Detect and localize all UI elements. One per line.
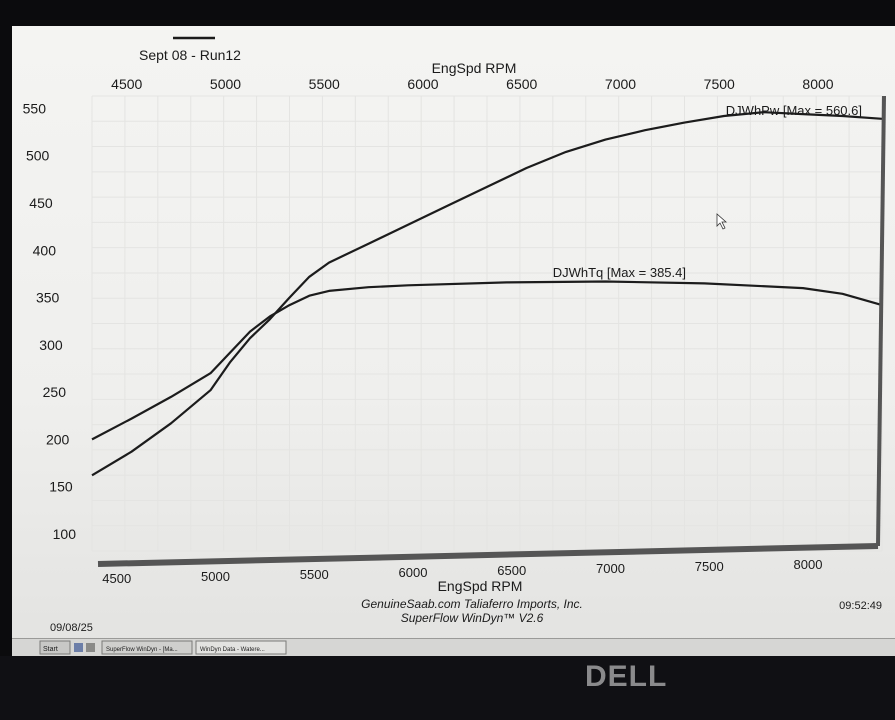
y-tick-label: 500 <box>26 148 50 164</box>
y-tick-label: 400 <box>33 242 57 258</box>
top-tick-label: 8000 <box>802 76 833 92</box>
series-label-djwhpw: DJWhPw [Max = 560.6] <box>726 103 862 118</box>
series-group: DJWhPw [Max = 560.6] DJWhTq [Max = 385.4] <box>91 103 883 477</box>
bottom-tick-label: 5500 <box>300 567 329 582</box>
credit-line-1: GenuineSaab.com Taliaferro Imports, Inc. <box>361 597 583 611</box>
taskbar-item-data[interactable] <box>195 640 287 655</box>
run-label: Sept 08 - Run12 <box>139 47 241 63</box>
start-button[interactable] <box>39 640 71 655</box>
quicklaunch-icon[interactable] <box>74 643 83 652</box>
y-tick-label: 150 <box>49 479 73 495</box>
top-axis-ticks: 4500 5000 5500 6000 6500 7000 7500 8000 <box>111 76 834 92</box>
taskbar-item-windyn[interactable] <box>101 640 193 655</box>
credit-line-2: SuperFlow WinDyn™ V2.6 <box>401 611 544 625</box>
y-tick-label: 450 <box>29 195 53 211</box>
bottom-tick-label: 8000 <box>794 557 823 572</box>
bottom-tick-label: 5000 <box>201 569 230 584</box>
top-tick-label: 5000 <box>210 76 241 92</box>
taskbar-item-windyn-label: SuperFlow WinDyn - [Ma... <box>106 647 178 653</box>
top-tick-label: 4500 <box>111 76 142 92</box>
y-tick-label: 550 <box>23 100 47 116</box>
bottom-tick-label: 6000 <box>399 565 428 580</box>
series-line-djwhpw <box>91 111 883 477</box>
taskbar: Start SuperFlow WinDyn - [Ma... WinDyn D… <box>12 638 895 657</box>
bottom-axis-bar <box>97 543 879 567</box>
time-stamp: 09:52:49 <box>839 600 882 612</box>
bottom-tick-label: 4500 <box>102 571 131 586</box>
date-stamp: 09/08/25 <box>50 622 93 634</box>
dyno-chart: Sept 08 - Run12 EngSpd RPM EngSpd RPM 45… <box>23 36 886 634</box>
bottom-axis-title: EngSpd RPM <box>438 578 523 594</box>
series-label-djwhtq: DJWhTq [Max = 385.4] <box>553 265 686 280</box>
bottom-tick-label: 6500 <box>497 563 526 578</box>
monitor-bezel <box>0 656 895 720</box>
taskbar-item-data-label: WinDyn Data - Watere... <box>200 647 265 653</box>
bottom-axis-ticks: 4500 5000 5500 6000 6500 7000 7500 8000 <box>102 557 822 586</box>
top-tick-label: 7500 <box>704 76 735 92</box>
top-tick-label: 6000 <box>407 76 438 92</box>
right-axis-bar <box>876 95 886 547</box>
y-tick-label: 350 <box>36 290 60 306</box>
y-tick-label: 100 <box>53 526 77 542</box>
grid <box>91 95 883 552</box>
top-tick-label: 5500 <box>309 76 340 92</box>
top-tick-label: 7000 <box>605 76 636 92</box>
top-axis-title: EngSpd RPM <box>432 60 517 76</box>
top-tick-label: 6500 <box>506 76 537 92</box>
monitor-screen: Sept 08 - Run12 EngSpd RPM EngSpd RPM 45… <box>12 26 895 646</box>
dell-logo: DELL <box>585 660 668 693</box>
mouse-cursor-icon <box>716 213 728 230</box>
y-tick-label: 200 <box>46 431 70 447</box>
quicklaunch-icon[interactable] <box>86 643 95 652</box>
bottom-tick-label: 7500 <box>695 559 724 574</box>
y-tick-label: 250 <box>43 384 67 400</box>
bottom-tick-label: 7000 <box>596 561 625 576</box>
y-axis-ticks: 100 150 200 250 300 350 400 450 500 550 <box>23 100 77 542</box>
series-line-djwhtq <box>91 280 883 441</box>
y-tick-label: 300 <box>39 337 63 353</box>
start-button-label: Start <box>43 646 58 653</box>
